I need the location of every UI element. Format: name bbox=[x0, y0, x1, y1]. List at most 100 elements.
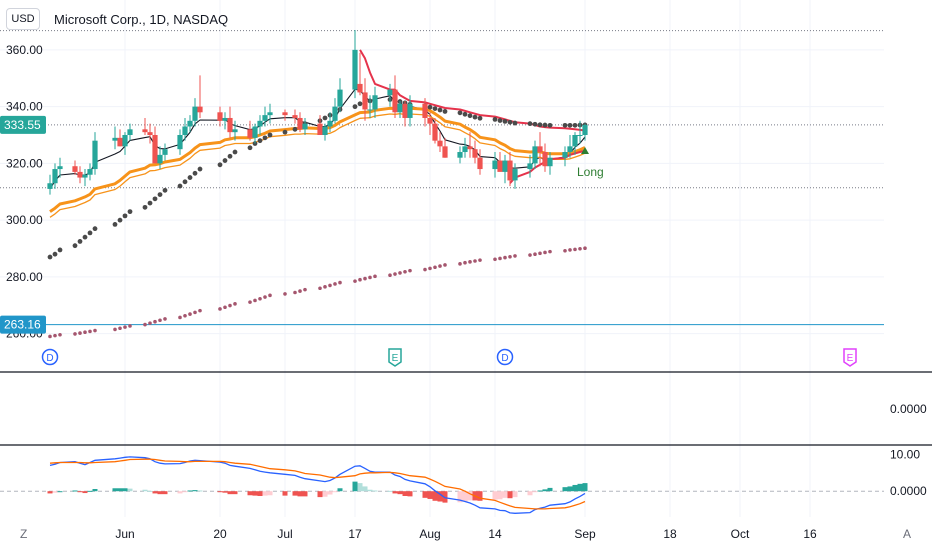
sar-dot bbox=[182, 179, 188, 185]
sar-dot bbox=[403, 269, 407, 274]
sar-dot bbox=[257, 138, 263, 144]
candle-body bbox=[112, 137, 118, 141]
candle-body bbox=[187, 120, 193, 127]
sar-dot bbox=[163, 317, 167, 321]
histogram-bar bbox=[117, 488, 123, 492]
candle-body bbox=[142, 129, 148, 133]
sar-dot bbox=[118, 326, 122, 331]
candle-body bbox=[562, 152, 568, 158]
x-tick-label: 14 bbox=[488, 527, 502, 541]
candle-body bbox=[572, 135, 578, 147]
sar-dot bbox=[112, 221, 118, 227]
sar-dot bbox=[197, 166, 203, 172]
sar-dot bbox=[497, 118, 503, 123]
histogram-bar bbox=[572, 484, 578, 492]
sar-dot bbox=[442, 109, 448, 114]
event-letter: D bbox=[46, 353, 53, 364]
zoom-button[interactable]: Z bbox=[20, 527, 28, 541]
auto-scale-button[interactable]: A bbox=[903, 527, 912, 541]
sar-dot bbox=[318, 286, 322, 291]
histogram-bar bbox=[302, 491, 308, 497]
candle-body bbox=[157, 154, 163, 164]
histogram-bar bbox=[252, 491, 258, 496]
histogram-bar bbox=[502, 491, 508, 498]
macd-y-tick: 10.00 bbox=[890, 447, 920, 461]
sar-dot bbox=[468, 260, 472, 264]
candle-body bbox=[527, 163, 533, 170]
candle-body bbox=[467, 146, 473, 150]
sar-dot bbox=[438, 264, 442, 268]
sar-dot bbox=[303, 287, 307, 292]
sar-dot bbox=[428, 266, 432, 271]
histogram-bar bbox=[142, 489, 148, 492]
histogram-bar bbox=[422, 491, 428, 498]
histogram-bar bbox=[392, 491, 398, 494]
sar-dot bbox=[117, 217, 123, 223]
x-tick-label: Jul bbox=[277, 527, 292, 541]
candle-body bbox=[542, 152, 548, 167]
histogram-bar bbox=[372, 490, 378, 492]
histogram-bar bbox=[362, 486, 368, 492]
candle-body bbox=[582, 124, 588, 135]
histogram-bar bbox=[77, 491, 83, 493]
candlesticks bbox=[47, 30, 588, 195]
histogram-bar bbox=[182, 491, 188, 493]
sar-dot bbox=[373, 274, 377, 279]
sar-dot bbox=[122, 213, 128, 219]
x-tick-label: 17 bbox=[348, 527, 362, 541]
candle-body bbox=[387, 89, 393, 96]
sar-dot bbox=[267, 132, 273, 138]
sar-dot bbox=[73, 332, 77, 336]
histogram-bar bbox=[582, 483, 588, 492]
long-arrow bbox=[581, 147, 589, 155]
candle-body bbox=[262, 115, 268, 121]
candle-body bbox=[337, 89, 343, 107]
candle-body bbox=[57, 166, 63, 170]
sar-dot bbox=[477, 115, 483, 121]
sar-dot bbox=[127, 209, 133, 215]
sar-dot bbox=[503, 255, 507, 260]
sar-dot bbox=[268, 293, 272, 298]
candle-body bbox=[92, 140, 98, 170]
currency-button[interactable]: USD bbox=[6, 8, 40, 30]
sar-dot bbox=[72, 243, 78, 249]
price-tags: 333.55 263.16 bbox=[0, 115, 46, 334]
sar-dot bbox=[158, 318, 162, 323]
sar-dot bbox=[457, 110, 463, 116]
sar-dot bbox=[528, 253, 532, 257]
x-tick-label: 18 bbox=[663, 527, 677, 541]
sar-dot bbox=[567, 122, 573, 128]
price-tag bbox=[0, 115, 46, 134]
candle-body bbox=[127, 129, 133, 135]
macd-line bbox=[49, 456, 586, 514]
candle-body bbox=[472, 149, 478, 158]
x-tick-label: Jun bbox=[115, 527, 134, 541]
histogram-bar bbox=[327, 491, 333, 495]
histogram-bar bbox=[462, 491, 468, 502]
sar-dot bbox=[338, 280, 342, 285]
histogram-bar bbox=[332, 491, 338, 493]
sar-dot bbox=[357, 101, 363, 107]
y-tick-label: 280.00 bbox=[6, 270, 43, 284]
macd-pane: 10.00 0.0000 bbox=[0, 447, 927, 514]
histogram-bar bbox=[177, 491, 183, 494]
sar-dot bbox=[507, 119, 513, 125]
sar-dot bbox=[542, 122, 548, 128]
histogram-bar bbox=[282, 491, 288, 496]
candle-body bbox=[122, 135, 128, 147]
sar-dot bbox=[292, 126, 298, 132]
candle-body bbox=[507, 160, 513, 181]
sar-dot bbox=[583, 246, 587, 251]
candle-body bbox=[397, 103, 403, 113]
candle-body bbox=[512, 169, 518, 181]
sar-dot bbox=[123, 325, 127, 329]
sar-dot bbox=[198, 308, 202, 313]
histogram-bar bbox=[92, 489, 98, 492]
sar-dot bbox=[572, 122, 578, 128]
sar-dot bbox=[282, 129, 288, 135]
histogram-bar bbox=[577, 483, 583, 492]
sar-dot bbox=[93, 328, 97, 333]
sar-dot bbox=[508, 254, 512, 259]
